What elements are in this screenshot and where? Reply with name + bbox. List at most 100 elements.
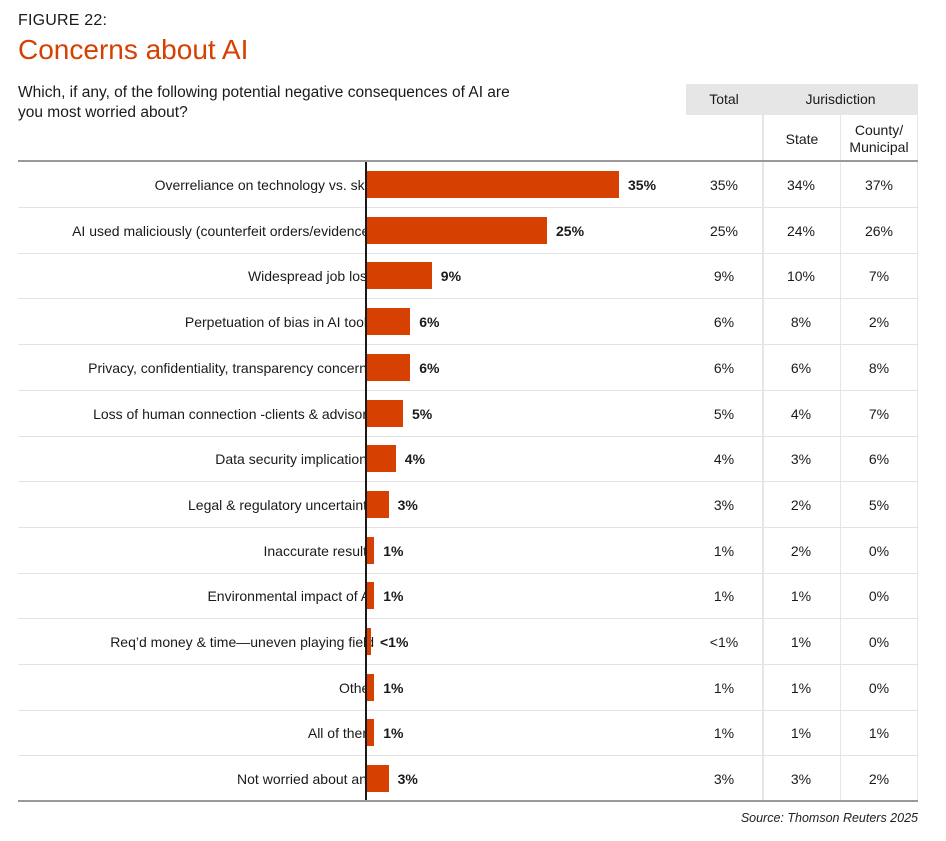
- total-cell: 1%: [713, 725, 735, 742]
- total-cell: 6%: [713, 314, 735, 331]
- row-divider: [18, 481, 918, 483]
- row-divider: [18, 207, 918, 208]
- state-cell: 3%: [790, 451, 812, 468]
- bar-value-label: 9%: [440, 268, 462, 285]
- table-row: Inaccurate results 1% 1% 2% 0%: [18, 528, 918, 574]
- row-divider: [18, 298, 918, 300]
- row-divider: [18, 252, 918, 254]
- state-cell: 1%: [790, 679, 812, 696]
- category-label: Environmental impact of AI: [207, 588, 374, 605]
- county-cell: 6%: [868, 451, 890, 468]
- total-cell: 5%: [713, 405, 735, 422]
- bar-value-label: 1%: [383, 679, 404, 696]
- category-label: Data security implications: [215, 451, 374, 468]
- state-cell: 2%: [790, 542, 812, 559]
- bar: [367, 308, 411, 336]
- row-divider: [18, 755, 918, 757]
- total-cell: 1%: [713, 588, 735, 605]
- county-cell: 2%: [868, 314, 890, 331]
- bar-value-label: 25%: [556, 222, 585, 239]
- table-row: AI used maliciously (counterfeit orders/…: [18, 208, 918, 254]
- survey-question: Which, if any, of the following potentia…: [18, 84, 510, 121]
- state-cell: 2%: [790, 496, 812, 513]
- state-cell: 3%: [790, 771, 812, 788]
- row-divider: [18, 435, 918, 437]
- total-cell: 25%: [709, 222, 739, 239]
- bar: [367, 765, 389, 793]
- total-cell: <1%: [709, 634, 739, 650]
- county-cell: 8%: [868, 359, 890, 376]
- county-cell: 5%: [868, 496, 890, 513]
- bar: [367, 673, 375, 701]
- table-row: Data security implications 4% 4% 3% 6%: [18, 436, 918, 483]
- bar: [367, 353, 411, 381]
- bar: [367, 490, 389, 518]
- bar-value-label: 1%: [383, 725, 404, 742]
- bar-value-label: <1%: [380, 634, 409, 650]
- table-row: Widespread job loss 9% 9% 10% 7%: [18, 253, 918, 300]
- table-row: Legal & regulatory uncertainty 3% 3% 2% 5%: [18, 482, 918, 528]
- row-divider: [18, 572, 918, 574]
- source-note: Source: Thomson Reuters 2025: [740, 811, 918, 825]
- total-cell: 6%: [713, 359, 735, 376]
- total-cell: 1%: [713, 679, 735, 696]
- bar: [367, 262, 432, 290]
- state-cell: 1%: [790, 588, 812, 605]
- category-label: Legal & regulatory uncertainty: [188, 496, 374, 513]
- header-county-municipal: County/ Municipal: [849, 122, 909, 155]
- total-cell: 3%: [713, 496, 735, 513]
- header-jurisdiction: Jurisdiction: [764, 84, 917, 115]
- category-label: Widespread job loss: [247, 268, 374, 285]
- column-separator: [840, 115, 841, 800]
- category-label: Privacy, confidentiality, transparency c…: [88, 359, 374, 376]
- row-divider: [18, 526, 918, 528]
- table-row: Req’d money & time—uneven playing field <…: [18, 619, 918, 665]
- state-cell: 1%: [790, 634, 812, 650]
- bar: [367, 399, 403, 427]
- bar: [367, 536, 375, 564]
- table-row: Environmental impact of AI 1% 1% 1% 0%: [18, 573, 918, 620]
- bar-value-label: 6%: [419, 314, 440, 331]
- county-cell: 37%: [864, 177, 894, 193]
- header-total: Total: [686, 84, 762, 115]
- bar: [367, 719, 375, 747]
- header-state: State: [785, 131, 819, 147]
- bar: [367, 171, 619, 198]
- total-cell: 9%: [713, 268, 735, 285]
- bar-value-label: 3%: [397, 771, 418, 788]
- bar-value-label: 35%: [628, 177, 657, 193]
- category-label: Not worried about any: [237, 771, 374, 788]
- table-row: Other 1% 1% 1% 0%: [18, 665, 918, 711]
- bar: [367, 628, 371, 655]
- category-label: All of them: [307, 725, 374, 742]
- table-row: Privacy, confidentiality, transparency c…: [18, 345, 918, 391]
- row-divider: [18, 344, 918, 346]
- column-separator: [917, 84, 918, 800]
- bar-value-label: 5%: [412, 405, 433, 422]
- row-divider: [18, 709, 918, 711]
- bottom-rule: [18, 800, 918, 802]
- total-cell: 1%: [713, 542, 735, 559]
- row-divider: [18, 618, 918, 620]
- state-cell: 34%: [786, 177, 816, 193]
- county-cell: 7%: [868, 405, 890, 422]
- county-cell: 26%: [864, 222, 894, 239]
- state-cell: 24%: [786, 222, 816, 239]
- row-divider: [18, 389, 918, 391]
- state-cell: 6%: [790, 359, 812, 376]
- state-cell: 10%: [786, 268, 816, 285]
- table-row: Overreliance on technology vs. skill 35% 3…: [18, 162, 918, 208]
- bar: [367, 445, 396, 473]
- column-separator: [762, 84, 764, 800]
- bar-value-label: 1%: [383, 588, 404, 605]
- bar: [367, 216, 547, 244]
- total-cell: 4%: [713, 451, 735, 468]
- category-label: Perpetuation of bias in AI tools: [184, 314, 374, 331]
- table-row: Not worried about any 3% 3% 3% 2%: [18, 756, 918, 802]
- county-cell: 0%: [868, 542, 890, 559]
- bar: [367, 582, 375, 610]
- county-cell: 7%: [868, 268, 890, 285]
- table-row: Perpetuation of bias in AI tools 6% 6% 8% 2%: [18, 299, 918, 346]
- county-cell: 1%: [868, 725, 890, 742]
- chart-title: Concerns about AI: [18, 34, 249, 65]
